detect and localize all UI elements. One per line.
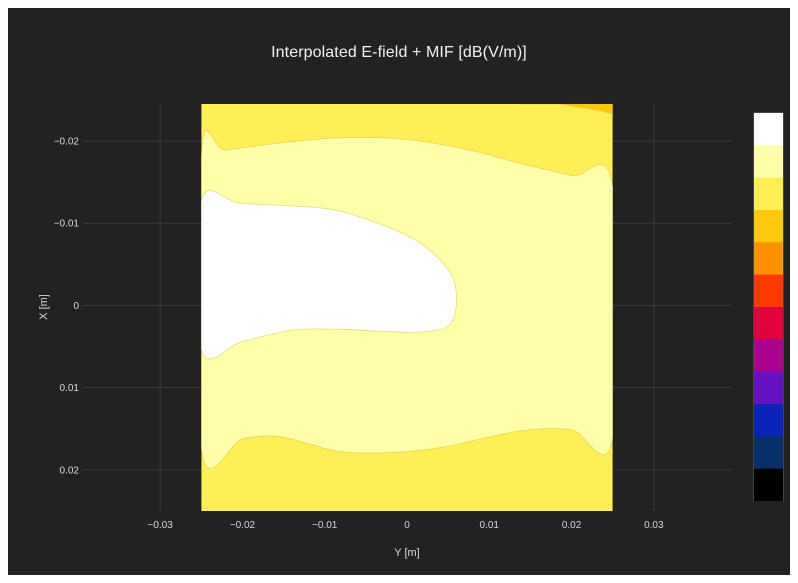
colorbar-swatch-7 [754,339,783,372]
y-axis-title: X [m] [38,294,50,320]
x-tick-label-5: 0.02 [562,520,582,531]
x-tick-label-3: 0 [404,520,410,531]
colorbar-swatch-10 [754,436,783,469]
y-tick-label-2: 0 [73,301,79,312]
y-tick-label-1: −0.01 [54,219,80,230]
x-axis-title: Y [m] [394,547,419,559]
chart-title: Interpolated E-field + MIF [dB(V/m)] [0,44,798,62]
x-tick-label-4: 0.01 [480,520,500,531]
y-tick-label-4: 0.02 [60,465,80,476]
colorbar-swatch-3 [754,210,783,243]
colorbar-swatch-6 [754,307,783,340]
colorbar-swatch-0 [754,113,783,146]
colorbar-swatch-8 [754,372,783,405]
x-tick-label-6: 0.03 [644,520,664,531]
x-tick-label-2: −0.01 [312,520,338,531]
colorbar-swatch-9 [754,404,783,437]
x-tick-label-1: −0.02 [230,520,256,531]
contour-layer [196,104,618,511]
colorbar-swatch-5 [754,275,783,308]
colorbar-swatch-2 [754,178,783,211]
x-tick-label-0: −0.03 [148,520,174,531]
y-tick-label-3: 0.01 [60,383,80,394]
colorbar-swatch-1 [754,145,783,178]
colorbar [753,112,784,502]
y-tick-label-0: −0.02 [54,137,80,148]
colorbar-swatch-11 [754,469,783,502]
colorbar-swatch-4 [754,242,783,275]
